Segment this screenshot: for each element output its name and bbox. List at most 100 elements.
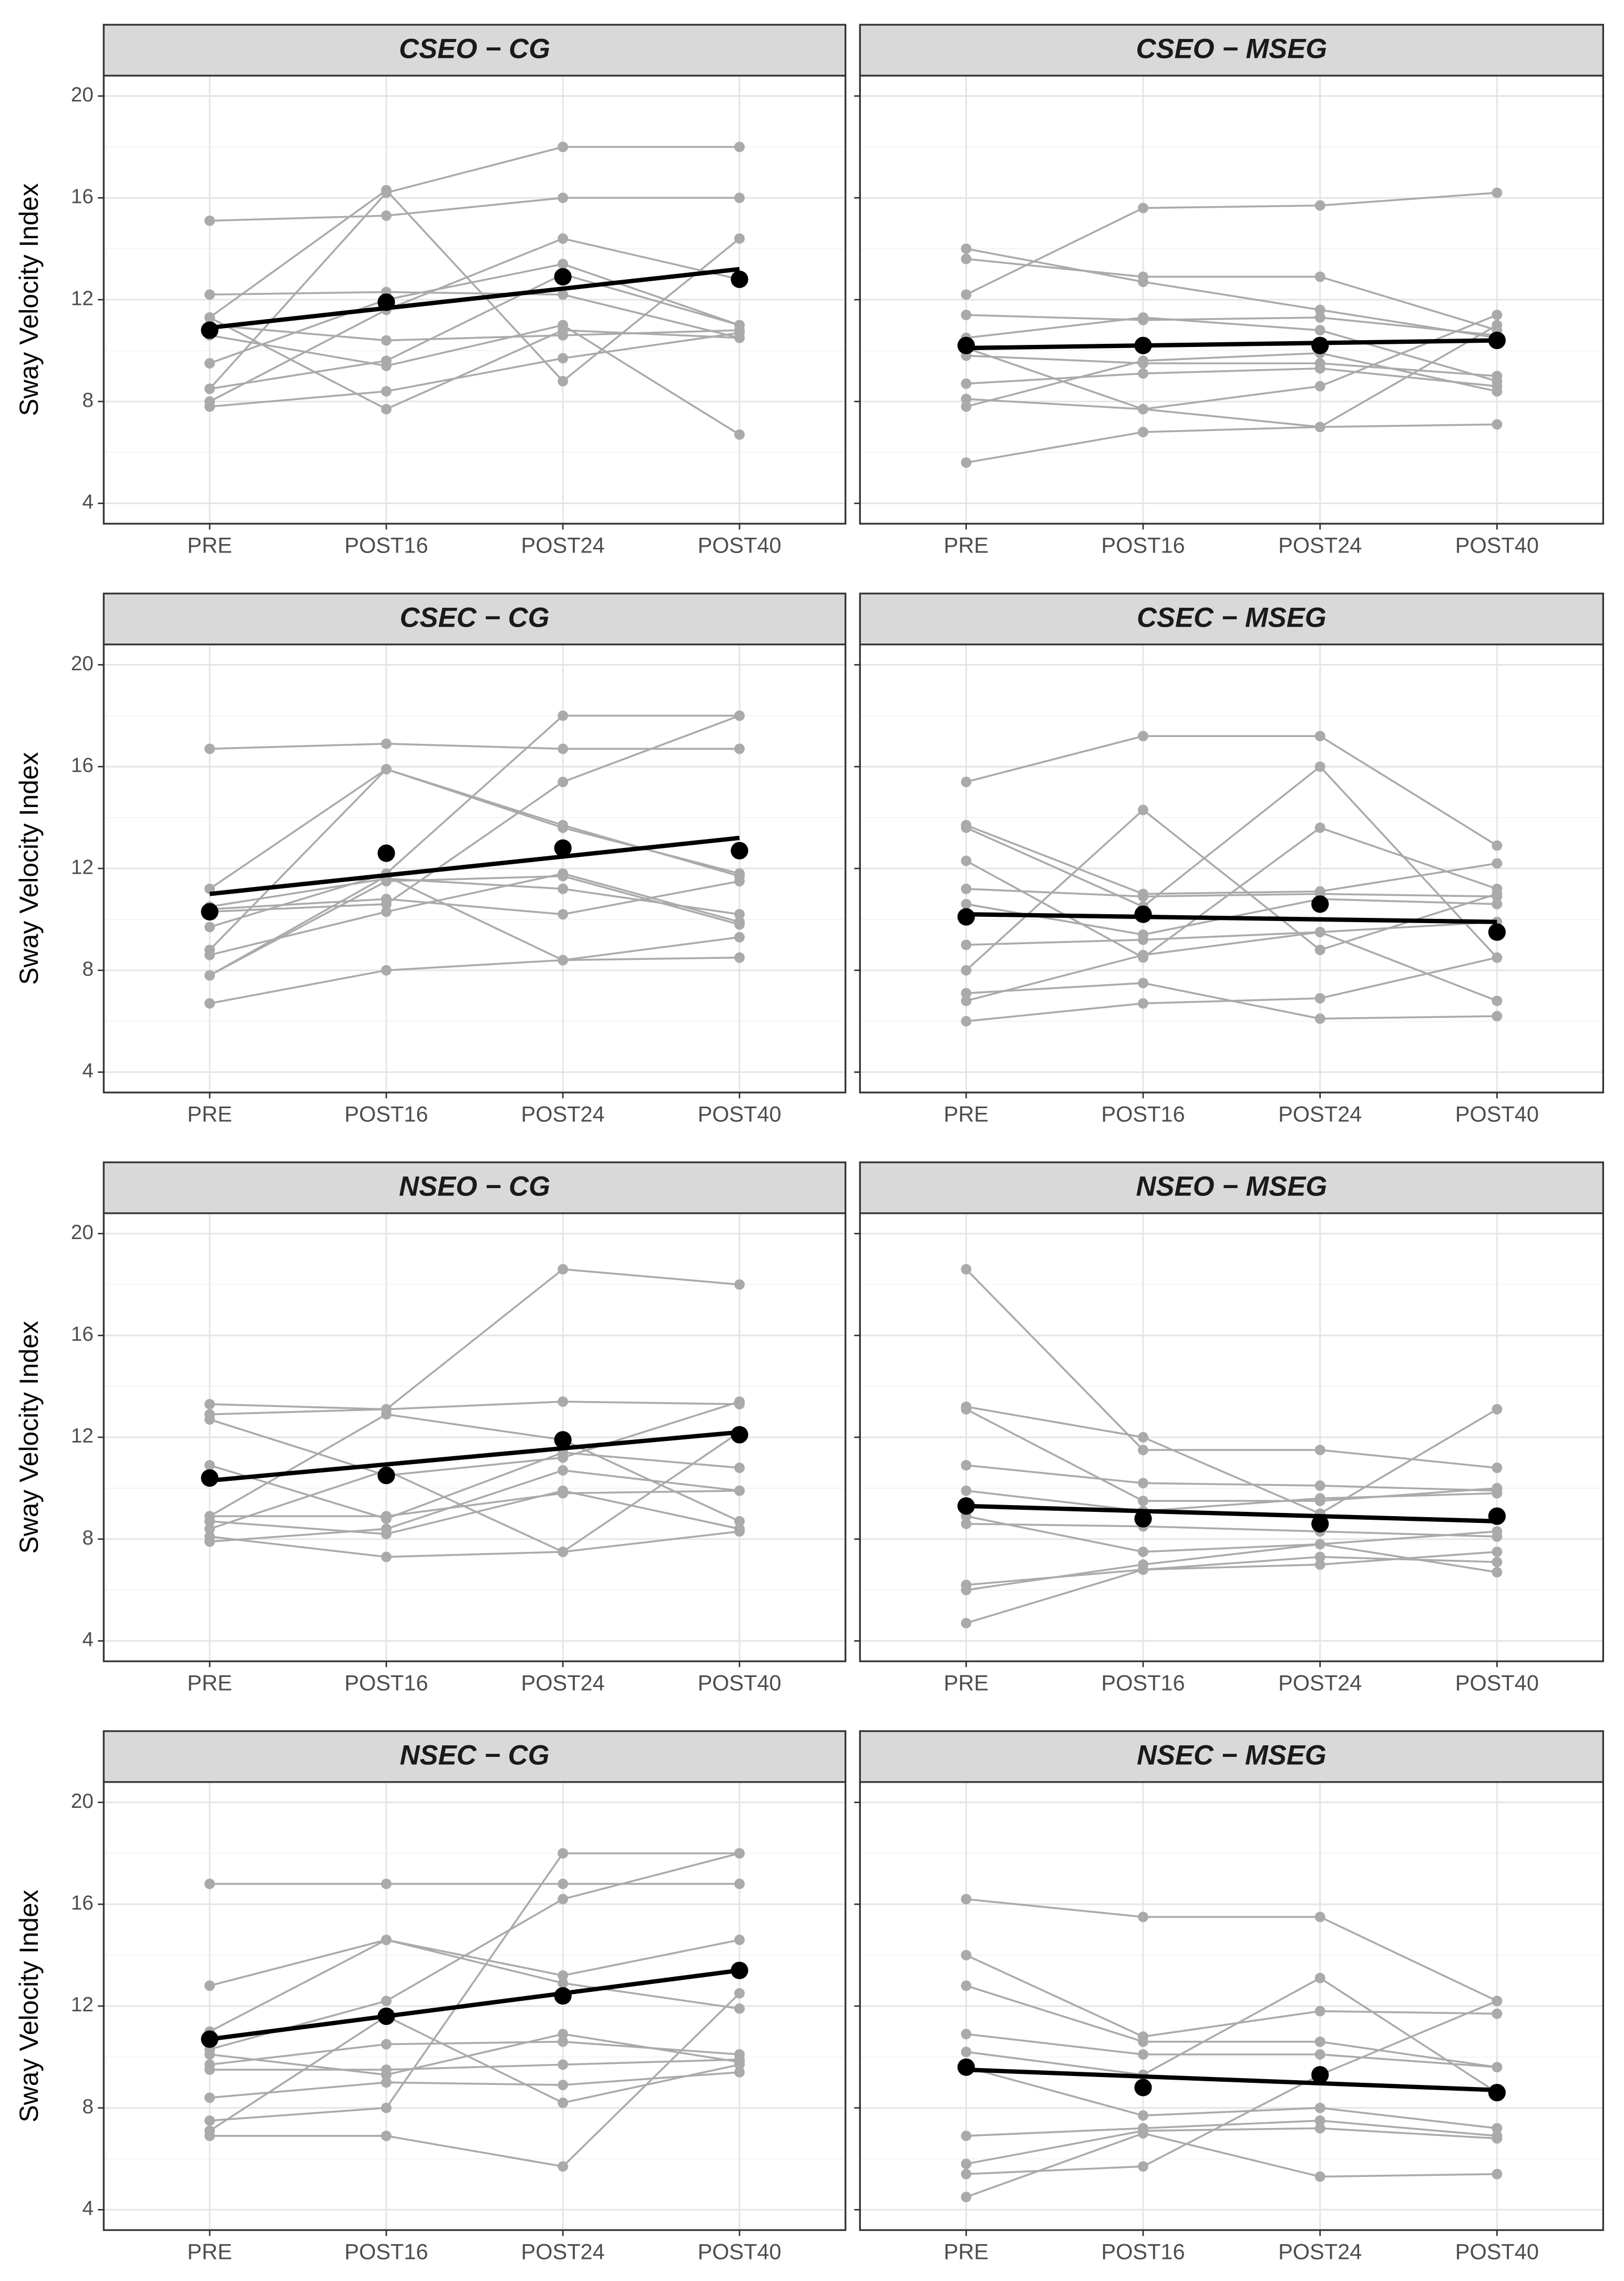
subject-point — [734, 2067, 745, 2078]
subject-point — [734, 1935, 745, 1946]
subject-line — [209, 1992, 741, 2168]
subject-point — [204, 743, 215, 754]
subject-point — [961, 2131, 972, 2141]
subject-point — [1314, 2115, 1325, 2126]
subject-point — [1138, 202, 1148, 213]
y-tick-label: 20 — [71, 1221, 94, 1244]
y-tick-label: 16 — [71, 754, 94, 777]
subject-point — [1492, 858, 1503, 869]
x-tick-label: PRE — [944, 533, 989, 557]
subject-point — [558, 2059, 568, 2070]
x-tick-label: POST24 — [1278, 1670, 1362, 1695]
subject-point — [734, 1848, 745, 1859]
subject-point — [1138, 1445, 1148, 1456]
subject-point — [558, 743, 568, 754]
subject-line — [966, 1406, 1498, 1515]
x-tick-label: POST40 — [697, 2239, 781, 2264]
mean-point — [731, 842, 748, 860]
mean-point — [1488, 2084, 1506, 2102]
subject-point — [558, 233, 568, 244]
subject-point — [558, 1894, 568, 1905]
subject-point — [558, 2029, 568, 2040]
x-tick-label: POST16 — [344, 1101, 428, 1126]
mean-point — [1134, 1510, 1152, 1528]
subject-point — [961, 855, 972, 866]
y-tick-label: 20 — [71, 652, 94, 675]
subject-point — [961, 1584, 972, 1595]
subject-point — [204, 358, 215, 369]
subject-point — [1492, 2123, 1503, 2134]
subject-point — [1138, 368, 1148, 379]
subject-point — [961, 1618, 972, 1629]
subject-line — [966, 314, 1498, 411]
mean-point — [377, 293, 395, 311]
mean-point — [554, 1431, 572, 1449]
subject-point — [381, 335, 392, 346]
subject-point — [961, 457, 972, 468]
subject-point — [204, 396, 215, 407]
x-tick-label: POST24 — [1278, 1101, 1362, 1126]
subject-line — [209, 1852, 740, 2051]
mean-point — [1488, 1507, 1506, 1525]
x-tick-label: POST16 — [344, 1670, 428, 1695]
trend-line — [209, 267, 740, 330]
subject-point — [204, 383, 215, 394]
subject-point — [1492, 2062, 1503, 2073]
subject-line — [209, 1413, 740, 1522]
subject-point — [204, 2131, 215, 2141]
strip-title: NSEO − MSEG — [1136, 1171, 1328, 1202]
subject-point — [1492, 371, 1503, 382]
strip-title: NSEO − CG — [399, 1171, 550, 1202]
subject-point — [961, 965, 972, 976]
x-tick-label: POST24 — [521, 533, 604, 557]
subject-point — [961, 310, 972, 321]
subject-point — [558, 2080, 568, 2091]
subject-point — [558, 776, 568, 787]
subject-line — [966, 1898, 1498, 2002]
strip — [859, 1730, 1605, 1783]
subject-point — [1314, 1911, 1325, 1922]
subject-point — [558, 1465, 568, 1476]
x-tick-label: PRE — [944, 2239, 989, 2264]
subject-line — [965, 765, 1498, 958]
subject-point — [1138, 2161, 1148, 2172]
subject-point — [558, 325, 568, 336]
subject-line — [209, 768, 740, 951]
y-tick-label: 20 — [71, 84, 94, 106]
subject-point — [1492, 320, 1503, 331]
subject-point — [558, 2161, 568, 2172]
subject-point — [1138, 977, 1148, 988]
subject-point — [961, 1518, 972, 1529]
subject-point — [1138, 1478, 1148, 1489]
subject-line — [965, 324, 1498, 428]
subject-line — [209, 1451, 740, 1520]
subject-point — [1314, 2036, 1325, 2047]
subject-point — [1138, 949, 1148, 960]
subject-line — [209, 263, 740, 364]
subject-point — [558, 1485, 568, 1496]
mean-point — [731, 1961, 748, 1979]
strip — [102, 592, 847, 646]
subject-point — [1492, 310, 1503, 321]
subject-point — [1314, 304, 1325, 315]
y-tick-label: 8 — [82, 1527, 94, 1549]
subject-line — [965, 826, 1497, 959]
trend-line — [966, 1503, 1497, 1523]
subject-point — [204, 2115, 215, 2126]
trend-line — [209, 1968, 740, 2042]
subject-point — [734, 1485, 745, 1496]
subject-point — [1492, 888, 1503, 899]
trend-line — [966, 338, 1497, 351]
subject-point — [734, 1988, 745, 1999]
y-tick-label: 8 — [82, 389, 94, 412]
subject-point — [734, 332, 745, 343]
subject-point — [381, 1935, 392, 1946]
subject-point — [204, 1511, 215, 1522]
subject-point — [1314, 1539, 1325, 1550]
subject-line — [209, 1939, 740, 1987]
subject-point — [961, 1264, 972, 1275]
subject-point — [1314, 1551, 1325, 1562]
subject-point — [961, 822, 972, 833]
subject-point — [1492, 1010, 1503, 1021]
mean-point — [957, 1497, 975, 1515]
